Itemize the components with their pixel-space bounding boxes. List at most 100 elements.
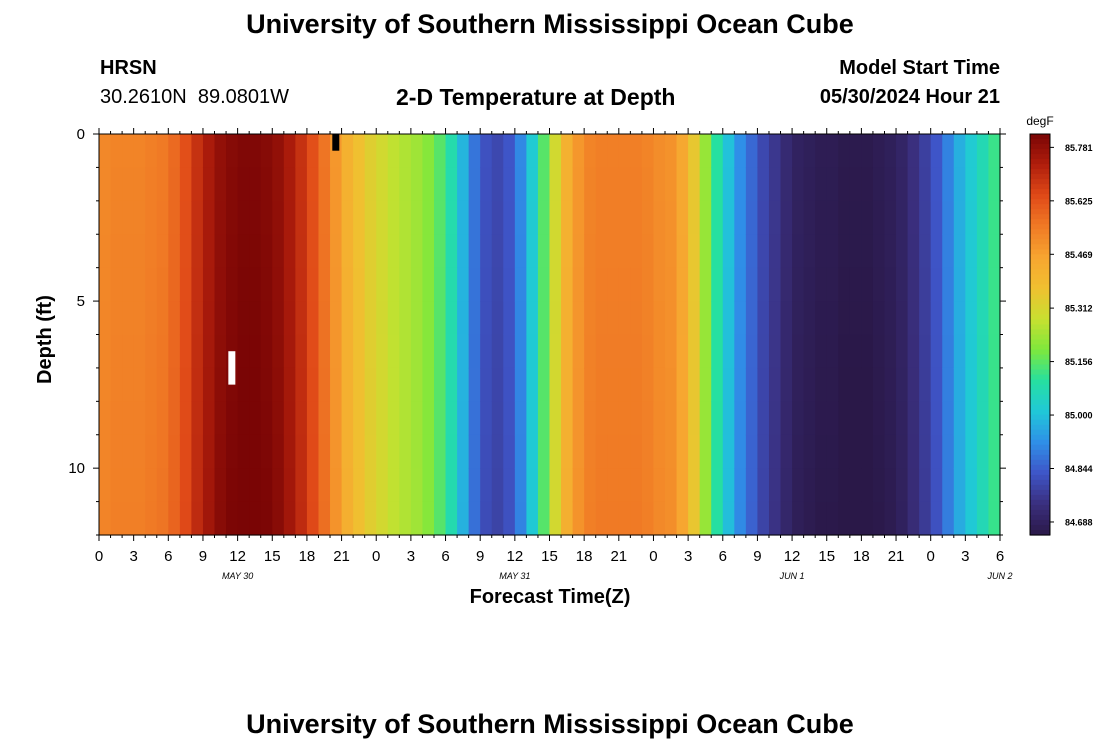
heatmap-cell: [722, 468, 735, 503]
heatmap-cell: [549, 301, 562, 336]
heatmap-cell: [803, 267, 816, 302]
heatmap-cell: [468, 401, 481, 436]
heatmap-cell: [595, 501, 608, 536]
heatmap-cell: [514, 200, 527, 235]
heatmap-cell: [237, 367, 250, 402]
heatmap-cell: [780, 367, 793, 402]
heatmap-cell: [849, 301, 862, 336]
heatmap-cell: [734, 468, 747, 503]
heatmap-cell: [168, 367, 181, 402]
heatmap-cell: [965, 234, 978, 269]
heatmap-cell: [480, 301, 493, 336]
heatmap-cell: [168, 301, 181, 336]
heatmap-cell: [468, 167, 481, 202]
heatmap-cell: [399, 167, 412, 202]
colorbar-segment: [1030, 329, 1050, 336]
heatmap-cell: [145, 468, 158, 503]
heatmap-cell: [99, 367, 112, 402]
heatmap-cell: [295, 334, 308, 369]
heatmap-cell: [422, 234, 435, 269]
heatmap-cell: [595, 267, 608, 302]
heatmap-cell: [445, 167, 458, 202]
heatmap-cell: [399, 234, 412, 269]
heatmap-cell: [641, 501, 655, 536]
heatmap-cell: [688, 267, 701, 302]
heatmap-cell: [295, 434, 308, 469]
heatmap-cell: [641, 434, 655, 469]
heatmap-cell: [676, 200, 689, 235]
colorbar-segment: [1030, 264, 1050, 270]
heatmap-cell: [572, 468, 585, 503]
heatmap-cell: [988, 367, 1001, 402]
heatmap-cell: [537, 334, 551, 369]
heatmap-cell: [376, 401, 389, 436]
heatmap-cell: [330, 301, 343, 336]
heatmap-cell: [965, 367, 978, 402]
heatmap-cell: [468, 267, 481, 302]
heatmap-cell: [872, 167, 886, 202]
heatmap-cell: [214, 401, 227, 436]
heatmap-cell: [202, 334, 216, 369]
heatmap-cell: [306, 434, 320, 469]
heatmap-cell: [549, 468, 562, 503]
heatmap-cell: [433, 234, 447, 269]
heatmap-cell: [272, 267, 285, 302]
heatmap-cell: [826, 134, 839, 169]
colorbar-segment: [1030, 324, 1050, 331]
heatmap-cell: [306, 367, 320, 402]
heatmap-cell: [110, 200, 123, 235]
heatmap-cell: [988, 134, 1001, 169]
heatmap-cell: [618, 167, 631, 202]
heatmap-cell: [410, 301, 424, 336]
heatmap-cell: [976, 401, 990, 436]
heatmap-cell: [283, 134, 296, 169]
heatmap-cell: [202, 234, 216, 269]
heatmap-cell: [353, 367, 366, 402]
heatmap-cell: [896, 167, 909, 202]
heatmap-cell: [410, 434, 424, 469]
heatmap-cell: [122, 167, 135, 202]
heatmap-cell: [641, 301, 655, 336]
heatmap-cell: [399, 468, 412, 503]
heatmap-cell: [699, 434, 712, 469]
heatmap-cell: [514, 234, 527, 269]
heatmap-cell: [364, 134, 377, 169]
colorbar-segment: [1030, 234, 1050, 240]
heatmap-cell: [249, 134, 262, 169]
heatmap-cell: [630, 367, 643, 402]
heatmap-cell: [179, 267, 193, 302]
heatmap-cell: [872, 134, 886, 169]
heatmap-cell: [110, 234, 123, 269]
heatmap-cell: [953, 434, 966, 469]
heatmap-cell: [884, 434, 897, 469]
heatmap-cell: [815, 468, 828, 503]
heatmap-cell: [803, 401, 816, 436]
heatmap-cell: [942, 134, 955, 169]
heatmap-cell: [353, 267, 366, 302]
colorbar-segment: [1030, 374, 1050, 381]
heatmap-cell: [514, 401, 527, 436]
colorbar-tick-label: 85.469: [1065, 250, 1093, 260]
heatmap-cell: [318, 200, 331, 235]
heatmap-cell: [306, 267, 320, 302]
heatmap-cell: [156, 200, 169, 235]
heatmap-cell: [399, 200, 412, 235]
heatmap-cell: [537, 501, 551, 536]
heatmap-cell: [422, 134, 435, 169]
colorbar-segment: [1030, 229, 1050, 235]
heatmap-cell: [422, 468, 435, 503]
heatmap-cell: [549, 134, 562, 169]
heatmap-cell: [572, 301, 585, 336]
heatmap-cell: [549, 267, 562, 302]
heatmap-cell: [919, 334, 932, 369]
heatmap-cell: [872, 267, 886, 302]
heatmap-cell: [110, 267, 123, 302]
heatmap-cell: [561, 234, 574, 269]
heatmap-cell: [607, 367, 620, 402]
heatmap-cell: [110, 134, 123, 169]
heatmap-cell: [99, 167, 112, 202]
heatmap-cell: [480, 367, 493, 402]
heatmap-cell: [688, 367, 701, 402]
heatmap-cell: [711, 167, 724, 202]
heatmap-cell: [861, 301, 874, 336]
